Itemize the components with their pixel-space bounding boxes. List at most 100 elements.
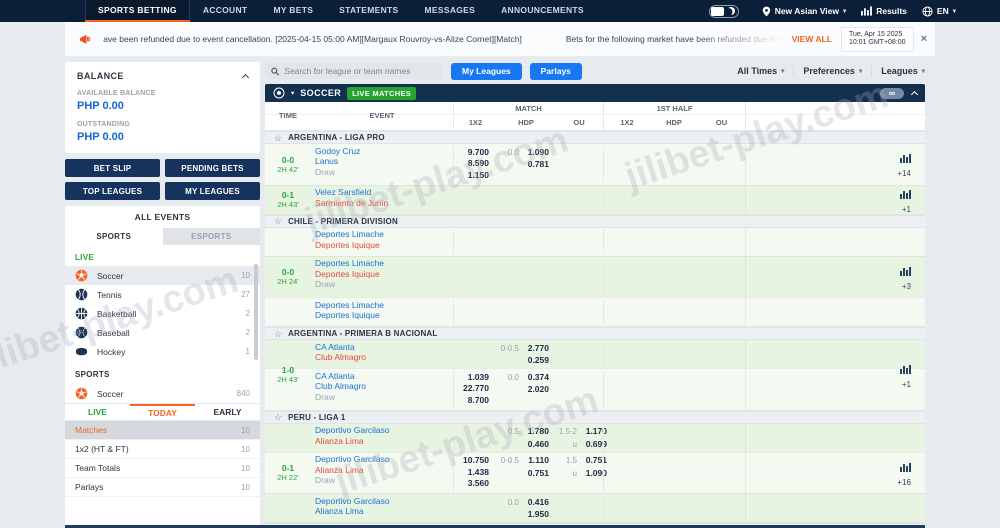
odds-cell-hdp[interactable]: 0.0 0.374 2.020 — [497, 371, 555, 409]
odds-cell-hou[interactable] — [698, 425, 745, 450]
odds-value[interactable]: 2.770 — [527, 342, 549, 353]
view-all-link[interactable]: VIEW ALL — [791, 34, 832, 44]
odds-value[interactable]: 0.460 — [527, 438, 549, 449]
odds-value[interactable]: 1.950 — [527, 509, 549, 519]
nav-tab-announcements[interactable]: ANNOUNCEMENTS — [501, 5, 584, 15]
match-event[interactable]: Deportes Limache Deportes Iquique — [311, 229, 453, 254]
odds-cell-hhdp[interactable] — [650, 258, 698, 296]
nav-tab-my-bets[interactable]: MY BETS — [273, 5, 314, 15]
odds-cell-hhdp[interactable] — [650, 496, 698, 521]
odds-cell-hdp[interactable]: 0-0.5 1.110 0.751 — [497, 454, 555, 492]
odds-cell-hx12[interactable] — [603, 454, 650, 492]
league-header[interactable]: ☆ ARGENTINA - LIGA PRO — [265, 131, 925, 144]
odds-value[interactable]: 1.090 — [585, 467, 607, 478]
sidebar-item-basketball[interactable]: Basketball 2 — [65, 304, 260, 323]
odds-cell-x12[interactable] — [453, 187, 497, 212]
infinity-button[interactable]: ∞ — [880, 87, 904, 99]
odds-cell-hx12[interactable] — [603, 229, 650, 254]
language-selector[interactable]: EN ▾ — [922, 5, 956, 17]
all-events-link[interactable]: ALL EVENTS — [134, 212, 191, 222]
sidebar-item-hockey[interactable]: Hockey 1 — [65, 342, 260, 361]
odds-value[interactable]: 1.170 — [585, 426, 607, 436]
match-event[interactable]: Velez Sarsfield Sarmiento de Junin — [311, 187, 453, 212]
sidebar-item-team-totals[interactable]: Team Totals 10 — [65, 459, 260, 478]
odds-value[interactable]: 1.110 — [528, 455, 549, 465]
sidebar-item-soccer[interactable]: Soccer 840 — [65, 384, 260, 403]
odds-cell-hx12[interactable] — [603, 370, 650, 408]
match-event[interactable]: Deportivo Garcilaso Alianza Lima — [311, 425, 453, 450]
odds-cell-hhdp[interactable] — [650, 371, 698, 409]
odds-cell-x12[interactable] — [453, 229, 497, 254]
odds-cell-hx12[interactable] — [603, 299, 650, 325]
odds-cell-hhdp[interactable] — [650, 187, 698, 212]
more-markets-button[interactable]: +14 — [745, 144, 925, 185]
odds-cell-hx12[interactable] — [603, 495, 650, 521]
odds-cell-hou[interactable] — [698, 342, 745, 367]
odds-value[interactable]: 0.699 — [585, 438, 607, 449]
odds-value[interactable]: 1.090 — [527, 146, 549, 157]
odds-cell-ou[interactable] — [555, 258, 603, 296]
odds-value[interactable]: 1.438 — [467, 466, 489, 477]
odds-cell-hou[interactable] — [698, 454, 745, 492]
view-selector[interactable]: New Asian View ▾ — [762, 6, 846, 17]
filter-all-times[interactable]: All Times ▾ — [737, 66, 784, 76]
odds-cell-hhdp[interactable] — [650, 229, 698, 254]
subtab-early[interactable]: EARLY — [195, 404, 260, 420]
odds-cell-x12[interactable] — [453, 341, 497, 367]
odds-cell-hhdp[interactable] — [650, 300, 698, 325]
odds-cell-ou[interactable]: 1.5-2 1.170 u 0.699 — [555, 425, 607, 450]
nav-tab-messages[interactable]: MESSAGES — [424, 5, 476, 15]
results-button[interactable]: Results — [861, 6, 907, 16]
odds-cell-ou[interactable] — [555, 342, 603, 367]
subtab-live[interactable]: LIVE — [65, 404, 130, 420]
odds-cell-x12[interactable] — [453, 425, 497, 450]
odds-cell-hdp[interactable] — [497, 258, 555, 296]
odds-cell-ou[interactable] — [555, 300, 603, 325]
odds-cell-hdp[interactable]: 0.5 1.780 0.460 — [497, 425, 555, 450]
odds-value[interactable]: 0.416 — [527, 496, 549, 507]
odds-cell-hou[interactable] — [698, 258, 745, 296]
odds-value[interactable]: 0.751 — [527, 467, 549, 478]
odds-value[interactable]: 0.751 — [585, 455, 607, 465]
league-header[interactable]: ☆ ARGENTINA - PRIMERA B NACIONAL — [265, 327, 925, 340]
sidebar-scrollbar[interactable] — [254, 264, 258, 360]
odds-value[interactable]: 10.750 — [463, 455, 489, 465]
parlays-button[interactable]: Parlays — [529, 62, 582, 80]
odds-cell-x12[interactable] — [453, 495, 497, 521]
league-header[interactable]: ☆ CHILE - PRIMERA DIVISION — [265, 214, 925, 228]
odds-cell-hou[interactable] — [698, 229, 745, 254]
odds-cell-x12[interactable] — [453, 299, 497, 325]
chevron-down-icon[interactable]: ▾ — [291, 90, 295, 97]
odds-cell-hx12[interactable] — [603, 425, 650, 450]
more-markets-button[interactable]: +1 — [745, 185, 925, 214]
odds-cell-ou[interactable]: 1.5 0.751 u 1.090 — [555, 454, 607, 492]
match-event[interactable]: Deportivo Garcilaso Alianza Lima — [311, 496, 453, 521]
favorite-star-icon[interactable]: ☆ — [274, 412, 283, 422]
league-header[interactable]: ☆ PERU - LIGA 1 — [265, 410, 925, 424]
match-event[interactable]: CA Atlanta Club Almagro Draw — [311, 371, 453, 409]
odds-value[interactable]: 0.781 — [527, 159, 549, 169]
odds-cell-hou[interactable] — [698, 496, 745, 521]
nav-tab-sports-betting[interactable]: SPORTS BETTING — [85, 0, 190, 22]
odds-cell-x12[interactable]: 10.750 1.438 3.560 — [453, 454, 497, 492]
my-leagues-button[interactable]: MY LEAGUES — [165, 182, 260, 200]
odds-cell-hx12[interactable] — [603, 145, 650, 183]
odds-cell-hou[interactable] — [698, 371, 745, 409]
sidebar-item-1x2-ht-ft[interactable]: 1x2 (HT & FT) 10 — [65, 440, 260, 459]
close-icon[interactable]: × — [920, 33, 927, 45]
nav-tab-statements[interactable]: STATEMENTS — [339, 5, 399, 15]
odds-cell-hx12[interactable] — [603, 187, 650, 212]
odds-value[interactable]: 8.700 — [467, 394, 489, 405]
odds-cell-hdp[interactable] — [497, 187, 555, 212]
odds-value[interactable]: 8.590 — [467, 158, 489, 168]
odds-cell-hou[interactable] — [698, 187, 745, 212]
odds-cell-ou[interactable] — [555, 187, 603, 212]
odds-cell-hdp[interactable]: 0-0.5 2.770 0.259 — [497, 342, 555, 367]
more-markets-button[interactable]: +3 — [745, 227, 925, 326]
sidebar-item-tennis[interactable]: Tennis 27 — [65, 285, 260, 304]
match-event[interactable]: CA Atlanta Club Almagro — [311, 342, 453, 367]
match-event[interactable]: Deportes Limache Deportes Iquique Draw — [311, 258, 453, 296]
odds-value[interactable]: 22.770 — [463, 383, 489, 393]
match-event[interactable]: Godoy Cruz Lanus Draw — [311, 146, 453, 184]
odds-cell-hdp[interactable]: 0.0 1.090 0.781 — [497, 146, 555, 184]
